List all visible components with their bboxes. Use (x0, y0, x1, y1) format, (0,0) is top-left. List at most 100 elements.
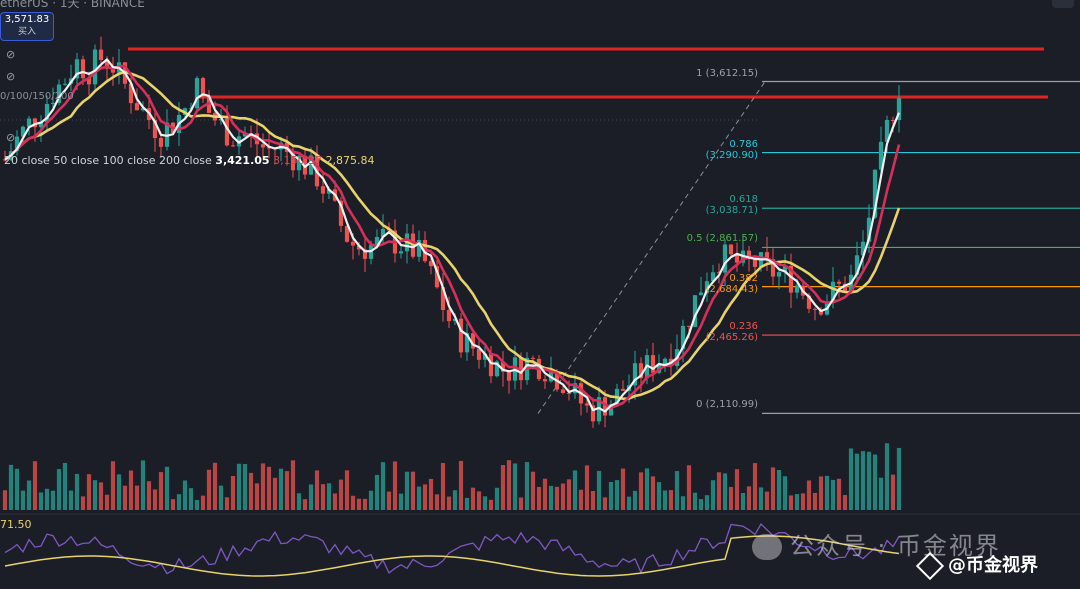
eye-off-icon[interactable]: ⊘ (6, 131, 16, 144)
candle-body (452, 318, 458, 322)
volume-bar (680, 496, 686, 510)
volume-bar (86, 474, 92, 510)
volume-bar (602, 497, 608, 510)
candle-body (350, 241, 356, 246)
volume-bar (500, 465, 506, 510)
volume-bar (896, 447, 902, 510)
volume-bar (146, 481, 152, 510)
candle-body (698, 292, 704, 296)
candle-body (632, 363, 638, 386)
candle-body (326, 189, 332, 194)
volume-bar (770, 467, 776, 510)
candle-body (140, 108, 146, 111)
volume-bar (596, 470, 602, 510)
volume-bar (50, 490, 56, 510)
candle-body (734, 254, 740, 263)
candle-body (428, 261, 434, 267)
chart-settings-button[interactable] (1052, 0, 1074, 8)
candle-body (260, 144, 266, 148)
volume-bar (476, 491, 482, 510)
candle-body (752, 259, 758, 267)
price-badge-value: 3,571.83 (4, 14, 50, 25)
candle-body (446, 309, 452, 322)
volume-bar (338, 479, 344, 510)
fib-label: 0.5 (2,861.57) (686, 233, 758, 245)
volume-bar (326, 483, 332, 510)
candle-body (746, 250, 752, 260)
candle-body (566, 392, 572, 394)
volume-bar (632, 490, 638, 510)
ma-line-white (4, 58, 901, 413)
candle-body (500, 361, 506, 372)
volume-bar (782, 476, 788, 510)
volume-bar (128, 470, 134, 510)
volume-bar (404, 471, 410, 510)
candle-body (860, 241, 866, 256)
volume-bar (206, 469, 212, 510)
binance-logo-icon (915, 551, 945, 581)
candle-body (74, 59, 80, 79)
volume-bar (350, 495, 356, 510)
candle-body (620, 388, 626, 391)
volume-bar (440, 463, 446, 510)
candle-body (842, 283, 848, 292)
volume-bar (530, 471, 536, 510)
candle-body (380, 228, 386, 238)
volume-bar (512, 463, 518, 510)
volume-bar (788, 495, 794, 510)
candle-body (458, 318, 464, 353)
candle-body (296, 155, 302, 171)
eye-off-icon[interactable]: ⊘ (6, 48, 16, 61)
fib-label: 1 (3,612.15) (696, 67, 758, 79)
volume-bar (518, 497, 524, 510)
candle-body (92, 49, 98, 85)
ticker-label: etherUS · 1天 · BINANCE (0, 0, 145, 10)
candle-body (464, 333, 470, 353)
volume-bar (752, 463, 758, 510)
eye-off-icon[interactable]: ⊘ (6, 70, 16, 83)
candle-body (224, 118, 230, 146)
volume-bar (44, 488, 50, 510)
volume-bar (848, 448, 854, 510)
volume-bar (560, 483, 566, 510)
candle-body (2, 159, 8, 161)
volume-bar (662, 490, 668, 510)
volume-bar (710, 480, 716, 510)
candle-body (812, 308, 818, 310)
candle-body (308, 155, 314, 175)
volume-bar (608, 481, 614, 510)
volume-bar (74, 473, 80, 510)
ma-value-1: 3,421.05 (215, 154, 270, 167)
volume-bar (494, 487, 500, 510)
volume-bar (824, 475, 830, 510)
candle-body (98, 49, 104, 60)
fib-label: 0.236 (2,465.26) (705, 321, 758, 344)
volume-bar (626, 496, 632, 510)
ma-line-yellow (4, 70, 901, 401)
ma-line-red (4, 64, 901, 410)
volume-bar (62, 462, 68, 510)
volume-bar (776, 469, 782, 510)
volume-bar (80, 496, 86, 510)
volume-bar (614, 480, 620, 510)
volume-bar (314, 470, 320, 510)
ma-value-3: 2,875.84 (325, 154, 375, 167)
volume-bar (110, 461, 116, 510)
volume-bar (368, 490, 374, 510)
candle-body (110, 68, 116, 73)
volume-bar (464, 497, 470, 510)
candle-body (494, 361, 500, 377)
volume-bar (584, 465, 590, 510)
volume-bar (554, 486, 560, 510)
volume-bar (26, 480, 32, 510)
candle-body (128, 83, 134, 104)
volume-bar (410, 471, 416, 510)
volume-bar (812, 492, 818, 510)
volume-bar (458, 460, 464, 510)
price-badge[interactable]: 3,571.83 买入 (0, 12, 54, 41)
rsi-value-label: 71.50 (0, 518, 32, 531)
volume-bar (488, 499, 494, 510)
candle-body (686, 325, 692, 327)
volume-bar (446, 496, 452, 510)
